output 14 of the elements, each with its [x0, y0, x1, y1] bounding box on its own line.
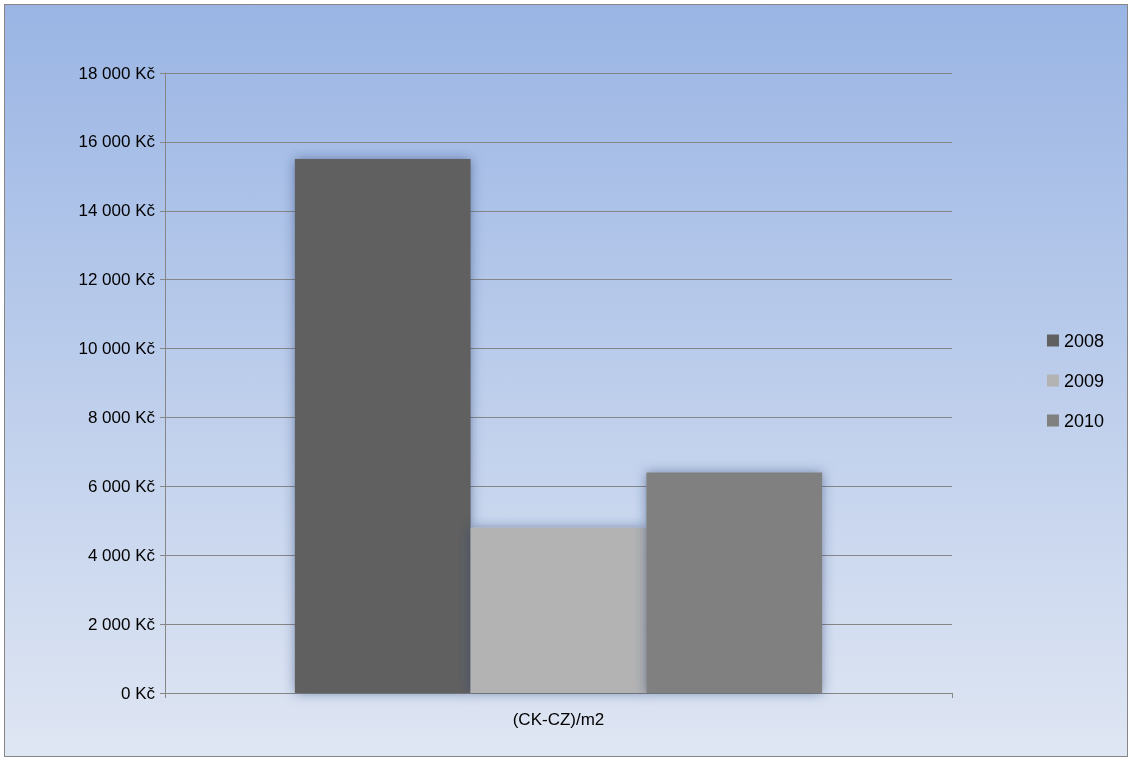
x-tick-label: (CK-CZ)/m2	[512, 710, 605, 729]
y-tick-label: 8 000 Kč	[87, 407, 156, 427]
y-tick-label: 12 000 Kč	[78, 270, 156, 290]
y-tick-label: 18 000 Kč	[78, 63, 156, 83]
y-tick-label: 6 000 Kč	[87, 476, 156, 496]
legend-label: 2009	[1063, 370, 1104, 391]
y-tick-label: 14 000 Kč	[78, 201, 156, 221]
legend-label: 2010	[1063, 410, 1104, 431]
y-tick-label: 16 000 Kč	[78, 132, 156, 152]
legend-label: 2008	[1063, 330, 1104, 351]
y-tick-label: 10 000 Kč	[78, 339, 156, 359]
y-tick-label: 0 Kč	[120, 683, 156, 703]
y-tick-label: 2 000 Kč	[87, 614, 156, 634]
y-tick-label: 4 000 Kč	[87, 545, 156, 565]
